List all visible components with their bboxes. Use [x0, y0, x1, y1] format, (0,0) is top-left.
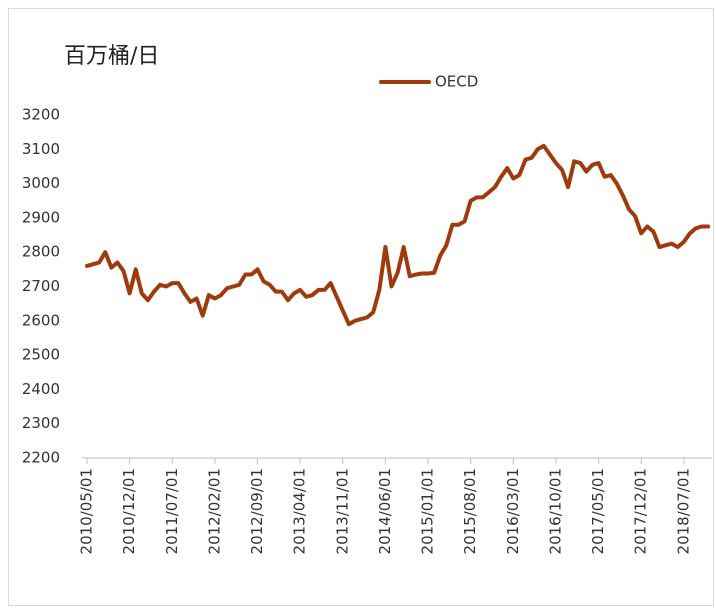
x-tick-label: 2015/01/01	[419, 468, 437, 554]
legend-label: OECD	[435, 73, 478, 91]
x-tick-label: 2017/05/01	[589, 468, 607, 554]
y-tick-label: 3100	[22, 140, 60, 158]
x-tick-label: 2010/05/01	[78, 468, 96, 554]
x-tick-label: 2013/04/01	[291, 468, 309, 554]
x-tick-label: 2014/06/01	[376, 468, 394, 554]
x-tick-label: 2017/12/01	[632, 468, 650, 554]
y-tick-label: 2400	[22, 380, 60, 398]
y-tick-label: 3200	[22, 106, 60, 124]
y-tick-label: 2900	[22, 208, 60, 226]
x-tick-label: 2016/10/01	[546, 468, 564, 554]
y-tick-label: 2700	[22, 277, 60, 295]
chart-border	[8, 8, 714, 606]
chart-title: 百万桶/日	[64, 44, 159, 69]
x-tick-label: 2018/07/01	[674, 468, 692, 554]
x-tick-label: 2016/03/01	[504, 468, 522, 554]
x-tick-label: 2013/11/01	[333, 468, 351, 554]
y-tick-label: 2600	[22, 311, 60, 329]
x-tick-label: 2011/07/01	[163, 468, 181, 554]
x-tick-label: 2010/12/01	[120, 468, 138, 554]
x-tick-label: 2012/02/01	[205, 468, 223, 554]
y-tick-label: 3000	[22, 174, 60, 192]
y-tick-label: 2200	[22, 449, 60, 467]
y-tick-label: 2300	[22, 414, 60, 432]
x-tick-label: 2012/09/01	[248, 468, 266, 554]
data-line	[85, 143, 711, 327]
x-tick-label: 2015/08/01	[461, 468, 479, 554]
y-tick-label: 2500	[22, 346, 60, 364]
y-tick-label: 2800	[22, 243, 60, 261]
